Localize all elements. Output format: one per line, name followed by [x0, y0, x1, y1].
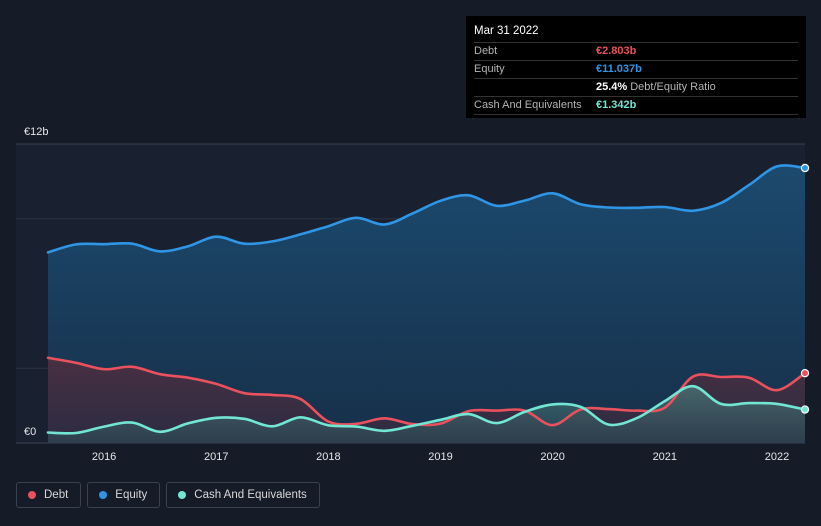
tooltip-label	[474, 79, 596, 96]
tooltip-row-cash: Cash And Equivalents €1.342b	[474, 96, 798, 115]
debt-end-marker	[800, 368, 810, 378]
equity-area	[48, 165, 805, 443]
series-areas	[48, 165, 805, 443]
axes: €12b €0	[24, 126, 48, 438]
x-tick-label: 2016	[92, 451, 116, 463]
legend-item-debt[interactable]: Debt	[16, 482, 82, 508]
x-tick-label: 2020	[540, 451, 564, 463]
cash-line	[46, 384, 807, 435]
tooltip-label: Debt	[474, 45, 498, 57]
tooltip-value: €2.803b	[596, 45, 637, 57]
cash-end-marker	[800, 405, 810, 414]
data-tooltip: Mar 31 2022 Debt €2.803b Equity €11.037b…	[466, 16, 806, 118]
y-axis-top-label: €12b	[24, 126, 48, 138]
series-lines	[46, 164, 807, 435]
cash-area	[48, 386, 805, 443]
tooltip-label: Cash And Equivalents	[474, 99, 582, 111]
legend: Debt Equity Cash And Equivalents	[16, 482, 320, 508]
tooltip-value: 25.4%	[596, 81, 628, 93]
tooltip-value: €11.037b	[596, 63, 642, 75]
x-tick-label: 2021	[653, 451, 677, 463]
legend-dot-icon	[178, 491, 187, 499]
equity-end-marker	[800, 163, 810, 173]
tooltip-row-debt: Debt €2.803b	[474, 42, 798, 60]
legend-item-cash[interactable]: Cash And Equivalents	[166, 482, 320, 508]
x-tick-label: 2022	[765, 451, 789, 463]
tooltip-row-equity: Equity €11.037b	[474, 60, 798, 78]
x-axis-ticks: 2016 2017 2018 2019 2020 2021 2022	[92, 451, 789, 463]
tooltip-suffix: Debt/Equity Ratio	[630, 81, 716, 93]
legend-label: Cash And Equivalents	[194, 489, 307, 501]
tooltip-label: Equity	[474, 63, 505, 75]
series-end-markers	[800, 163, 810, 414]
tooltip-row-ratio: 25.4% Debt/Equity Ratio	[474, 78, 798, 96]
equity-line	[46, 164, 807, 254]
x-tick-label: 2017	[204, 451, 228, 463]
legend-label: Equity	[115, 489, 148, 501]
x-tick-label: 2019	[428, 451, 452, 463]
tooltip-date: Mar 31 2022	[474, 25, 539, 37]
legend-item-equity[interactable]: Equity	[87, 482, 161, 508]
y-axis-bottom-label: €0	[24, 426, 36, 438]
legend-label: Debt	[44, 489, 69, 501]
legend-dot-icon	[28, 491, 36, 499]
x-tick-label: 2018	[316, 451, 340, 463]
legend-dot-icon	[99, 491, 108, 499]
tooltip-value: €1.342b	[596, 99, 637, 111]
